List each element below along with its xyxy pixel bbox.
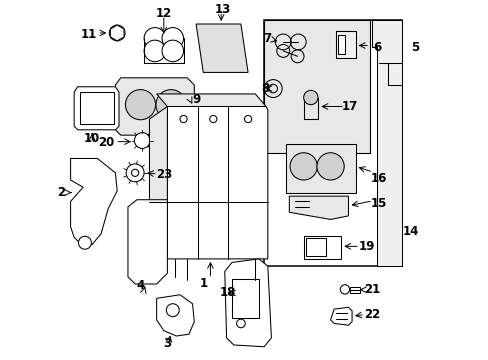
Text: 8: 8 xyxy=(261,82,269,95)
Bar xyxy=(335,31,355,58)
Bar xyxy=(337,35,344,54)
Text: 14: 14 xyxy=(402,225,419,238)
Text: 12: 12 xyxy=(155,7,172,20)
Bar xyxy=(264,21,369,153)
Polygon shape xyxy=(74,87,119,130)
Text: 21: 21 xyxy=(363,283,379,296)
Text: 5: 5 xyxy=(410,41,418,54)
Bar xyxy=(305,238,325,256)
Circle shape xyxy=(134,133,150,148)
Bar xyxy=(303,98,317,119)
Text: 10: 10 xyxy=(84,132,100,145)
Text: 4: 4 xyxy=(136,279,144,292)
Polygon shape xyxy=(70,158,117,244)
Text: 11: 11 xyxy=(80,28,97,41)
Bar xyxy=(303,235,341,259)
Circle shape xyxy=(109,25,125,41)
Bar xyxy=(349,287,359,293)
Polygon shape xyxy=(330,307,351,325)
Polygon shape xyxy=(371,21,402,266)
Circle shape xyxy=(144,40,165,62)
Text: 3: 3 xyxy=(163,337,171,350)
Polygon shape xyxy=(156,295,194,336)
Text: 1: 1 xyxy=(199,278,207,291)
Text: 19: 19 xyxy=(358,240,374,253)
Circle shape xyxy=(162,40,183,62)
Polygon shape xyxy=(224,259,271,347)
Circle shape xyxy=(78,236,91,249)
Polygon shape xyxy=(110,25,124,41)
Text: 20: 20 xyxy=(98,136,114,149)
Polygon shape xyxy=(128,200,167,284)
Text: 15: 15 xyxy=(370,197,386,210)
Text: 6: 6 xyxy=(372,41,381,54)
Polygon shape xyxy=(156,94,265,107)
Polygon shape xyxy=(115,78,194,135)
Text: 17: 17 xyxy=(342,100,358,113)
Text: 2: 2 xyxy=(58,186,65,199)
Circle shape xyxy=(162,28,183,49)
Circle shape xyxy=(340,285,349,294)
Bar xyxy=(80,92,113,125)
Text: 16: 16 xyxy=(370,172,386,185)
Polygon shape xyxy=(196,24,247,72)
Text: 7: 7 xyxy=(263,32,271,45)
Circle shape xyxy=(156,90,185,120)
Circle shape xyxy=(316,153,344,180)
Circle shape xyxy=(166,304,179,317)
Text: 13: 13 xyxy=(214,3,231,16)
Polygon shape xyxy=(167,107,267,259)
Bar xyxy=(285,144,355,193)
Circle shape xyxy=(303,90,317,105)
Polygon shape xyxy=(149,107,167,271)
Text: 9: 9 xyxy=(192,93,200,106)
Circle shape xyxy=(144,28,165,49)
Polygon shape xyxy=(289,196,348,220)
Circle shape xyxy=(125,90,155,120)
Circle shape xyxy=(289,153,317,180)
Text: 18: 18 xyxy=(220,287,236,300)
Bar xyxy=(264,21,402,266)
Bar xyxy=(231,279,258,318)
Text: 23: 23 xyxy=(155,168,172,181)
Text: 22: 22 xyxy=(363,308,379,321)
Circle shape xyxy=(126,164,144,182)
